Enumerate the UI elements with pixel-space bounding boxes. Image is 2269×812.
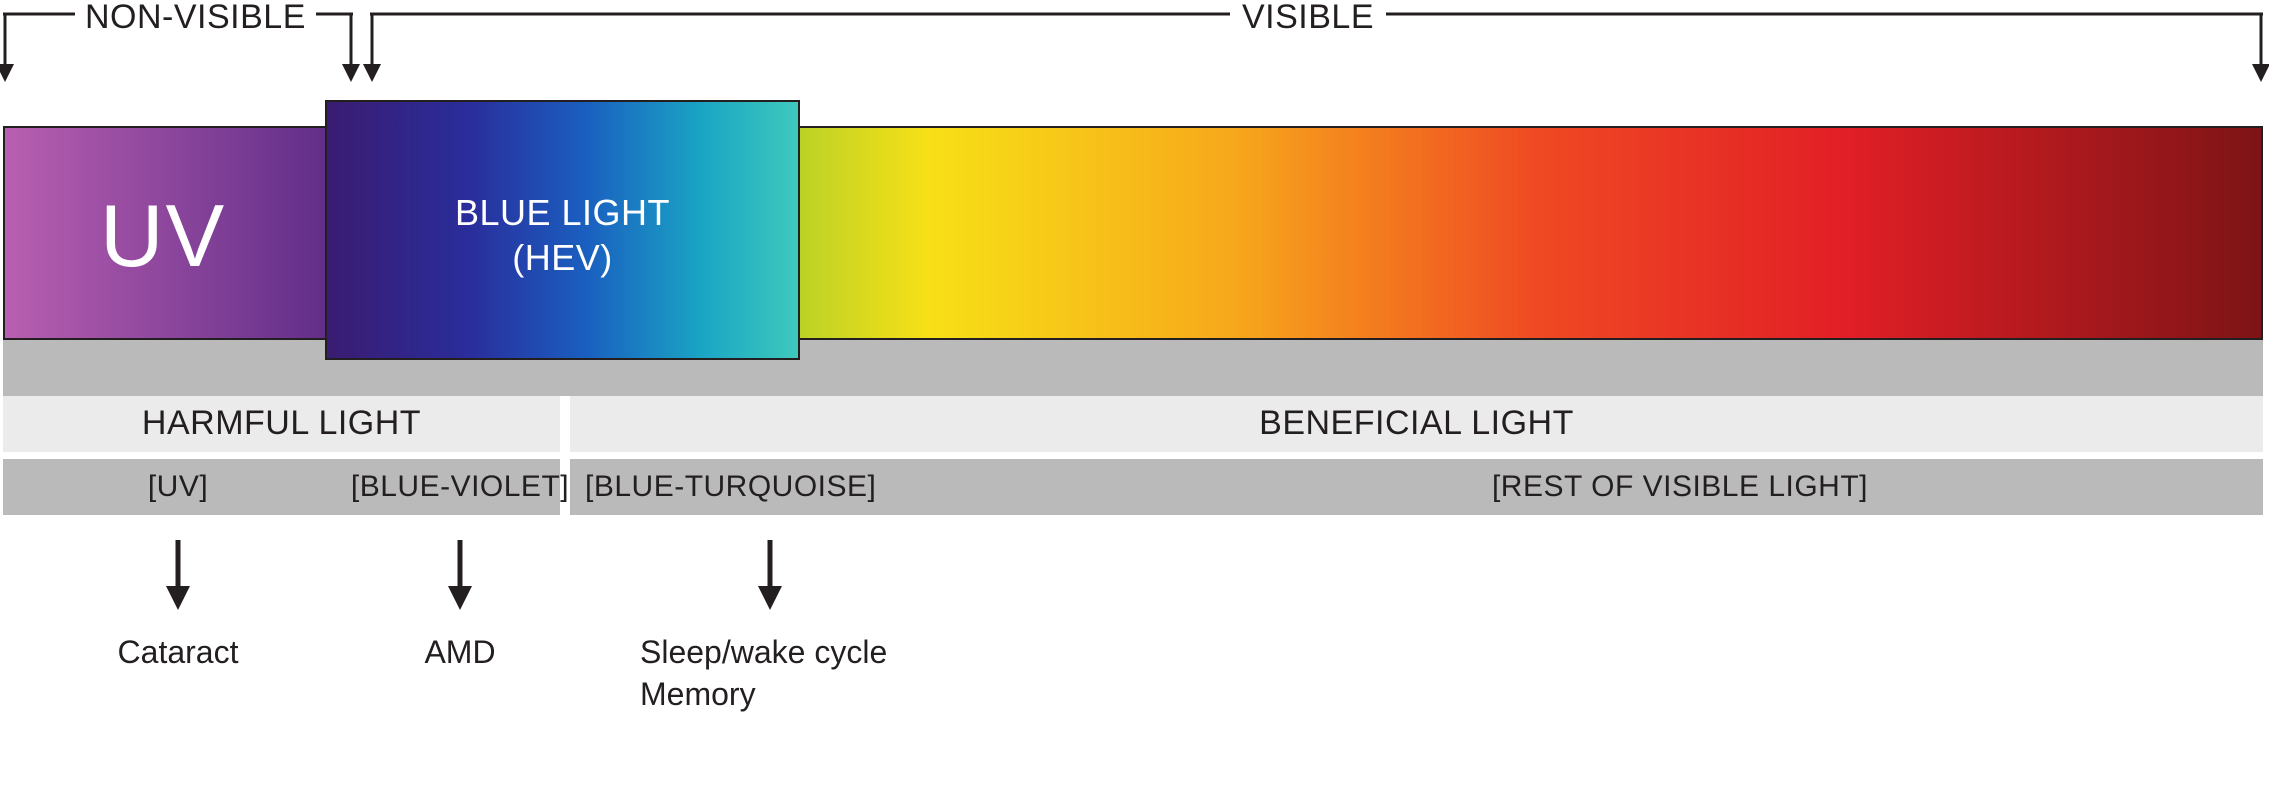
row1-left-label: HARMFUL LIGHT <box>3 404 560 443</box>
hev-label-line2: (HEV) <box>512 237 613 278</box>
row2-cell-rest: [REST OF VISIBLE LIGHT] <box>1430 470 1930 504</box>
effect-label-sleep-line2: Memory <box>640 676 1000 713</box>
light-spectrum-diagram: NON-VISIBLE VISIBLE UV BLUE LIGHT (HEV) … <box>0 0 2269 812</box>
row2-cell-uv: [UV] <box>78 470 278 504</box>
visible-label: VISIBLE <box>1230 0 1386 37</box>
hev-label-line1: BLUE LIGHT <box>455 192 670 233</box>
effect-label-cataract: Cataract <box>78 634 278 671</box>
nonvisible-label: NON-VISIBLE <box>75 0 316 37</box>
row2-cell-blueturquoise: [BLUE-TURQUOISE] <box>585 470 925 504</box>
effect-arrow-amd <box>448 540 472 610</box>
row1-right-label: BENEFICIAL LIGHT <box>570 404 2263 443</box>
hev-label: BLUE LIGHT (HEV) <box>325 190 800 280</box>
effect-label-amd: AMD <box>360 634 560 671</box>
effect-label-sleep-line1: Sleep/wake cycle <box>640 634 1000 671</box>
row2-cell-blueviolet: [BLUE-VIOLET] <box>310 470 610 504</box>
uv-label: UV <box>100 185 226 287</box>
effect-arrow-sleep <box>758 540 782 610</box>
effect-arrow-cataract <box>166 540 190 610</box>
